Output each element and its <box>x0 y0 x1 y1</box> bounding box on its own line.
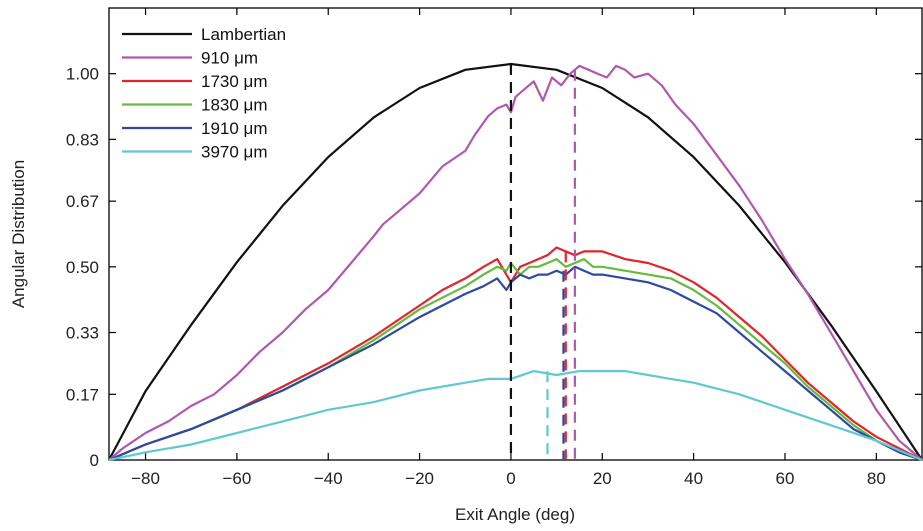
legend-label-5: 3970 μm <box>201 143 268 162</box>
x-tick-label: 40 <box>684 469 703 488</box>
x-tick-label: 0 <box>506 469 515 488</box>
y-tick-label: 0.83 <box>66 130 99 149</box>
y-axis-label: Angular Distribution <box>9 160 28 308</box>
series-layer <box>108 62 923 462</box>
y-tick-label: 0.50 <box>66 258 99 277</box>
series-line-0 <box>108 62 923 461</box>
series-line-1 <box>108 64 923 461</box>
x-tick-label: 80 <box>867 469 886 488</box>
legend-label-0: Lambertian <box>201 25 286 44</box>
y-tick-label: 0 <box>90 451 99 470</box>
legend-label-1: 910 μm <box>201 49 258 68</box>
x-axis: −80 −60 −40 −20 0 20 40 60 80 <box>131 8 886 488</box>
y-tick-label: 0.17 <box>66 385 99 404</box>
x-axis-label: Exit Angle (deg) <box>455 505 575 524</box>
plot-area <box>108 7 923 461</box>
series-line-3 <box>108 258 923 462</box>
legend-label-2: 1730 μm <box>201 72 268 91</box>
x-tick-label: −60 <box>222 469 251 488</box>
series-line-2 <box>108 246 923 462</box>
y-tick-label: 0.67 <box>66 192 99 211</box>
y-tick-label: 1.00 <box>66 65 99 84</box>
x-tick-label: −40 <box>314 469 343 488</box>
series-line-5 <box>108 370 923 462</box>
x-tick-label: 60 <box>776 469 795 488</box>
x-tick-label: 20 <box>593 469 612 488</box>
y-axis: 0 0.17 0.33 0.50 0.67 0.83 1.00 <box>66 65 922 470</box>
legend-label-4: 1910 μm <box>201 119 268 138</box>
x-tick-label: −20 <box>405 469 434 488</box>
series-line-4 <box>108 265 923 462</box>
legend: Lambertian 910 μm 1730 μm 1830 μm 1910 μm 397… <box>122 25 286 162</box>
y-tick-label: 0.33 <box>66 324 99 343</box>
marker-layer <box>509 64 576 460</box>
legend-label-3: 1830 μm <box>201 96 268 115</box>
x-tick-label: −80 <box>131 469 160 488</box>
